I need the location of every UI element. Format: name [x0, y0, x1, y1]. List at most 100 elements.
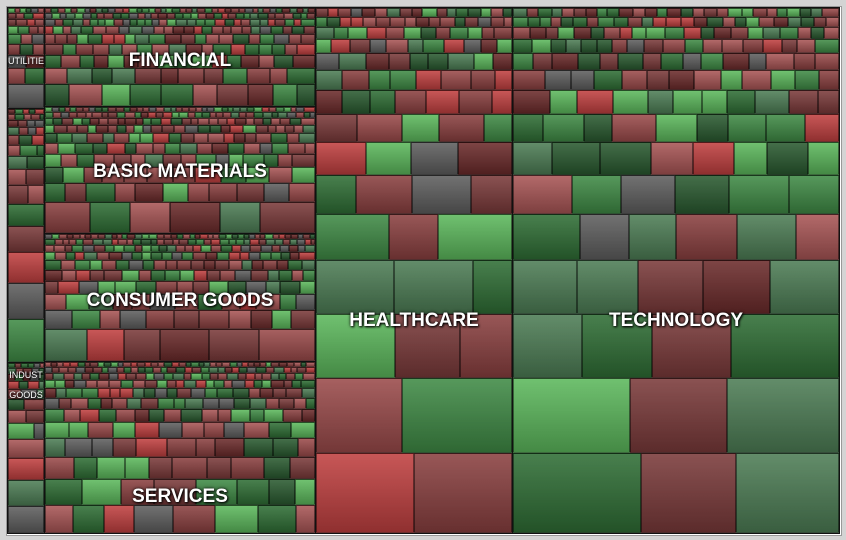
tile[interactable]: [39, 368, 44, 374]
tile[interactable]: [62, 118, 73, 125]
tile[interactable]: [52, 107, 59, 112]
tile[interactable]: [290, 8, 297, 13]
tile[interactable]: [173, 505, 215, 533]
tile[interactable]: [93, 44, 109, 55]
tile[interactable]: [455, 17, 465, 27]
tile[interactable]: [513, 175, 572, 214]
tile[interactable]: [72, 133, 87, 143]
tile[interactable]: [8, 374, 15, 381]
tile[interactable]: [203, 398, 219, 409]
tile[interactable]: [298, 245, 305, 252]
tile[interactable]: [263, 8, 270, 13]
tile[interactable]: [209, 118, 218, 125]
tile[interactable]: [482, 27, 494, 39]
tile[interactable]: [8, 169, 26, 185]
tile[interactable]: [269, 167, 292, 183]
tile[interactable]: [207, 270, 220, 281]
tile[interactable]: [661, 53, 683, 70]
tile[interactable]: [763, 39, 782, 53]
tile[interactable]: [59, 398, 71, 409]
tile[interactable]: [124, 245, 135, 252]
tile[interactable]: [137, 8, 142, 13]
tile[interactable]: [302, 409, 315, 422]
tile[interactable]: [587, 17, 598, 27]
tile[interactable]: [545, 70, 571, 90]
tile[interactable]: [285, 234, 291, 239]
tile[interactable]: [108, 8, 115, 13]
tile[interactable]: [271, 133, 287, 143]
tile[interactable]: [45, 13, 52, 19]
tile[interactable]: [484, 114, 512, 142]
tile[interactable]: [151, 252, 162, 260]
tile[interactable]: [80, 234, 85, 239]
tile[interactable]: [552, 8, 562, 17]
tile[interactable]: [104, 270, 122, 281]
tile[interactable]: [298, 234, 303, 239]
tile[interactable]: [119, 26, 129, 34]
tile[interactable]: [243, 154, 264, 167]
tile[interactable]: [304, 107, 315, 112]
tile[interactable]: [227, 118, 235, 125]
tile[interactable]: [395, 90, 426, 114]
sector-technology[interactable]: TECHNOLOGY: [512, 7, 840, 534]
tile[interactable]: [207, 457, 231, 479]
tile[interactable]: [171, 107, 176, 112]
tile[interactable]: [152, 44, 169, 55]
tile[interactable]: [285, 44, 297, 55]
tile[interactable]: [192, 55, 212, 68]
tile[interactable]: [83, 239, 93, 245]
tile[interactable]: [135, 234, 142, 239]
tile[interactable]: [159, 19, 167, 26]
tile[interactable]: [414, 453, 512, 533]
tile[interactable]: [154, 26, 164, 34]
tile[interactable]: [271, 252, 281, 260]
tile[interactable]: [245, 380, 254, 388]
tile[interactable]: [272, 245, 280, 252]
tile[interactable]: [32, 135, 44, 145]
tile[interactable]: [297, 44, 315, 55]
tile[interactable]: [289, 34, 301, 44]
tile[interactable]: [497, 39, 512, 53]
tile[interactable]: [495, 70, 512, 90]
tile[interactable]: [296, 505, 315, 533]
tile[interactable]: [468, 8, 481, 17]
tile[interactable]: [142, 252, 151, 260]
tile[interactable]: [441, 70, 471, 90]
tile[interactable]: [210, 362, 216, 367]
tile[interactable]: [697, 114, 728, 142]
tile[interactable]: [459, 90, 492, 114]
tile[interactable]: [264, 409, 283, 422]
tile[interactable]: [45, 19, 55, 26]
tile[interactable]: [27, 120, 35, 127]
tile[interactable]: [59, 107, 65, 112]
tile[interactable]: [228, 107, 233, 112]
tile[interactable]: [258, 13, 268, 19]
tile[interactable]: [729, 175, 789, 214]
tile[interactable]: [33, 44, 44, 55]
tile[interactable]: [45, 143, 58, 154]
tile[interactable]: [63, 44, 76, 55]
tile[interactable]: [75, 143, 93, 154]
tile[interactable]: [8, 127, 19, 135]
tile[interactable]: [149, 107, 156, 112]
tile[interactable]: [215, 19, 225, 26]
tile[interactable]: [45, 438, 65, 457]
tile[interactable]: [271, 26, 283, 34]
tile[interactable]: [241, 19, 250, 26]
tile[interactable]: [299, 252, 315, 260]
tile[interactable]: [294, 398, 306, 409]
tile[interactable]: [198, 118, 209, 125]
tile[interactable]: [127, 234, 135, 239]
tile[interactable]: [273, 438, 298, 457]
tile[interactable]: [283, 26, 292, 34]
tile[interactable]: [272, 112, 278, 118]
tile[interactable]: [774, 17, 788, 27]
tile[interactable]: [577, 260, 638, 314]
tile[interactable]: [513, 17, 528, 27]
tile[interactable]: [135, 422, 159, 438]
tile[interactable]: [65, 438, 92, 457]
tile[interactable]: [37, 145, 44, 156]
tile[interactable]: [822, 8, 839, 17]
tile[interactable]: [815, 39, 839, 53]
tile[interactable]: [196, 239, 204, 245]
